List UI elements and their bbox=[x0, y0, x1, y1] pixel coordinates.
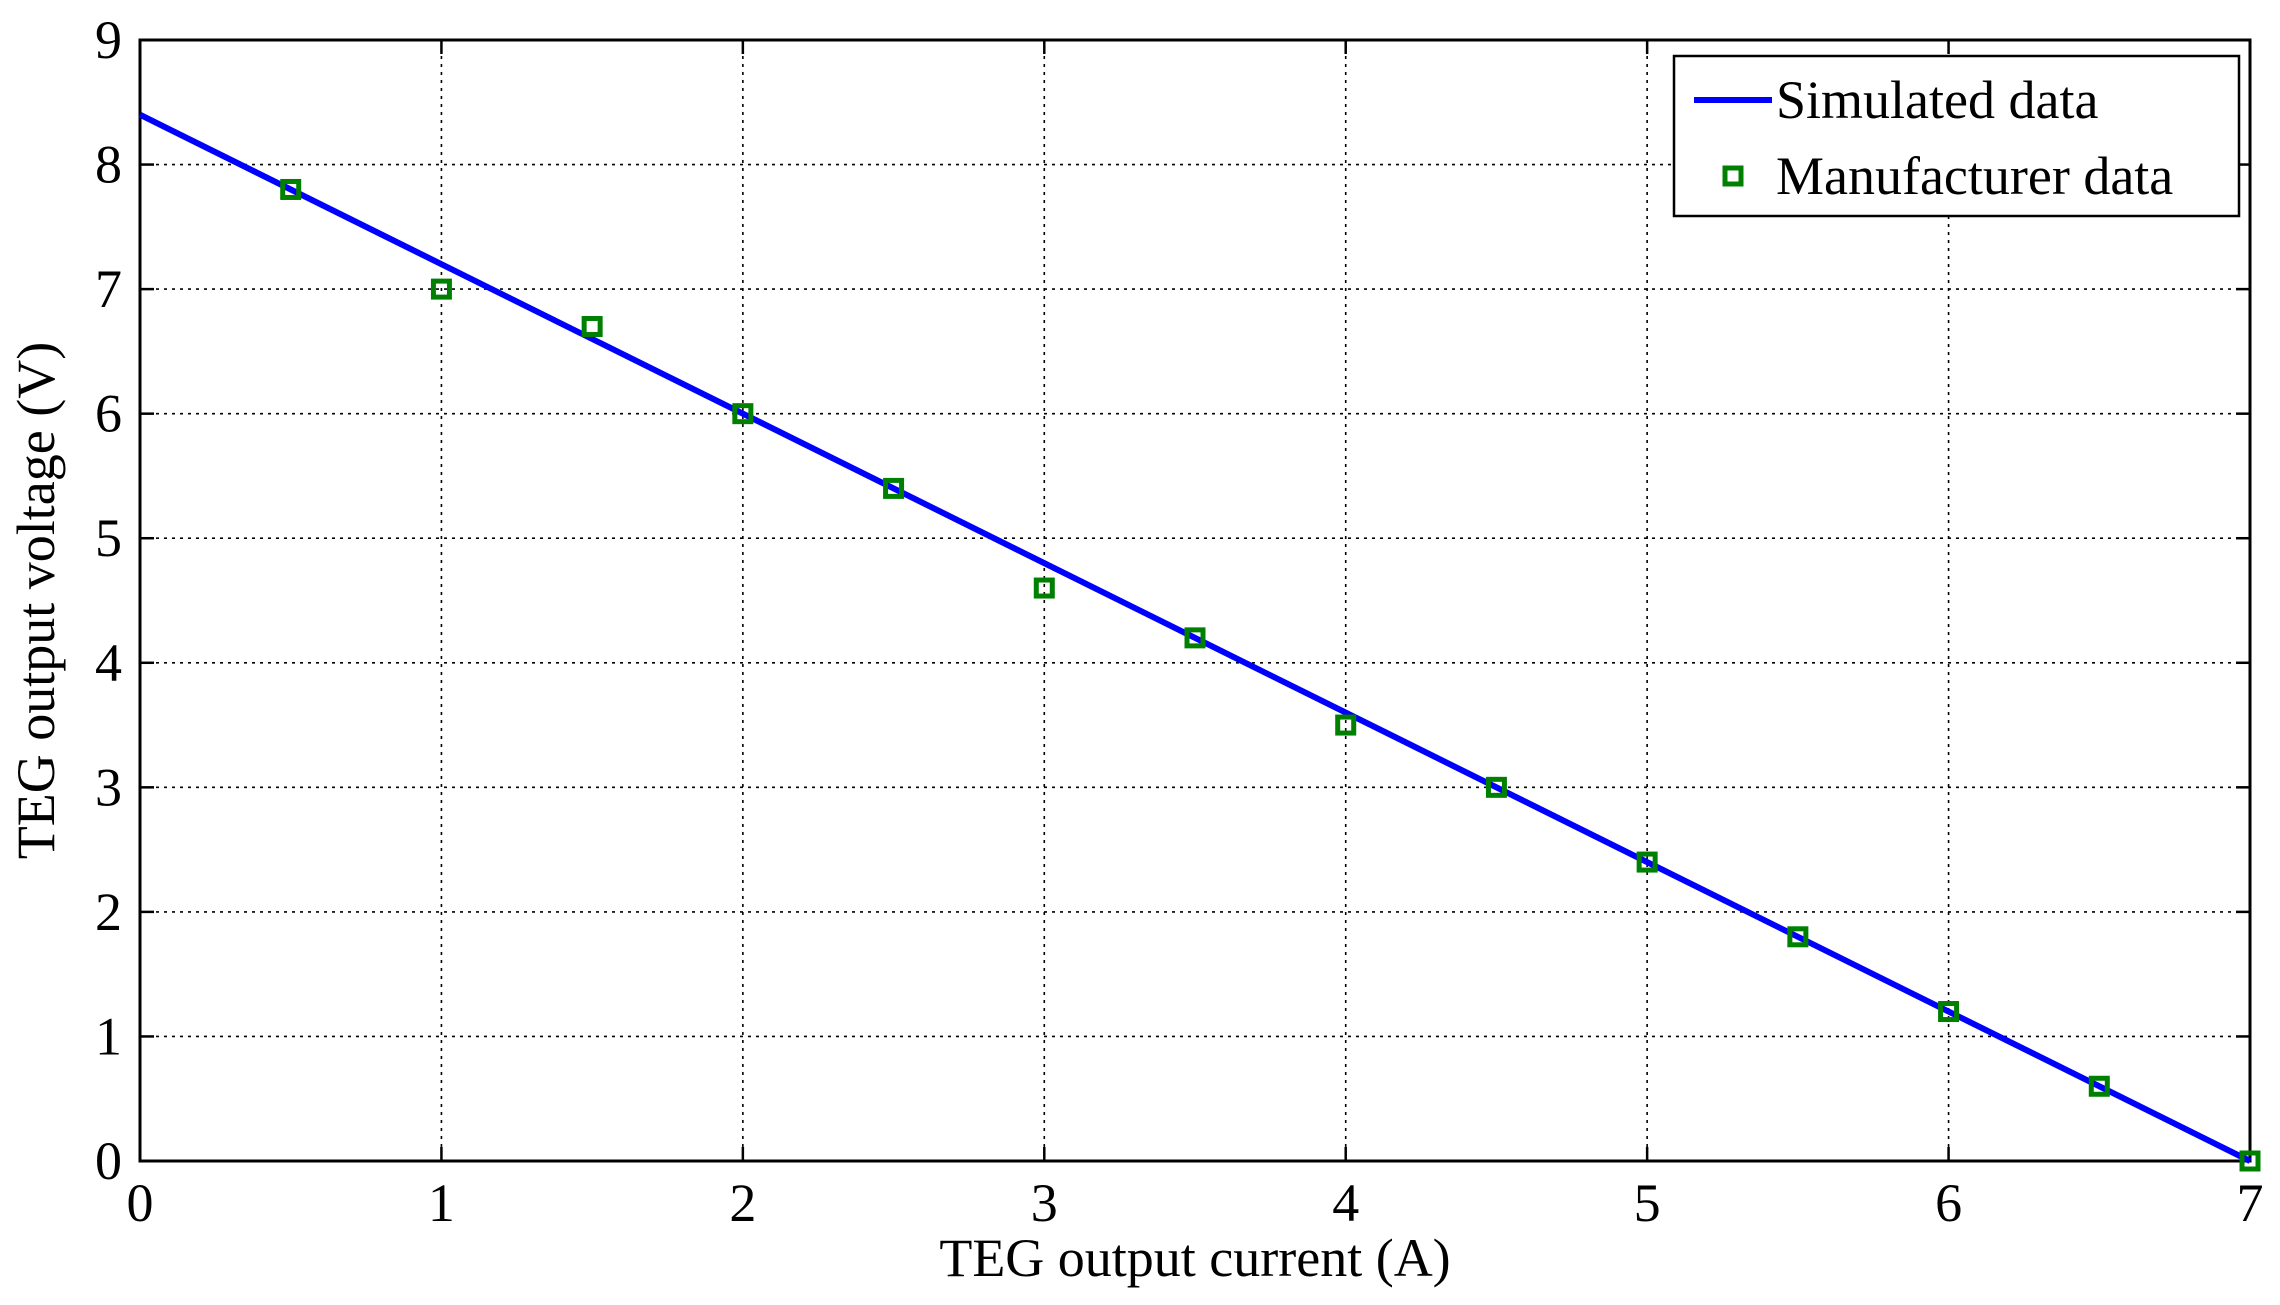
y-tick-label: 9 bbox=[95, 10, 122, 70]
manufacturer-data-point bbox=[280, 178, 302, 200]
x-tick-label: 7 bbox=[2237, 1173, 2264, 1233]
x-tick-label: 5 bbox=[1634, 1173, 1661, 1233]
y-tick-label: 8 bbox=[95, 135, 122, 195]
manufacturer-data-point bbox=[883, 477, 905, 499]
grid bbox=[140, 40, 2250, 1161]
manufacturer-data-point bbox=[1485, 776, 1507, 798]
x-tick-label: 2 bbox=[729, 1173, 756, 1233]
y-tick-label: 6 bbox=[95, 384, 122, 444]
x-tick-label: 3 bbox=[1031, 1173, 1058, 1233]
legend-marker-swatch bbox=[1722, 165, 1744, 187]
x-tick-label: 4 bbox=[1332, 1173, 1359, 1233]
manufacturer-data-point bbox=[1033, 577, 1055, 599]
manufacturer-data-point bbox=[1335, 714, 1357, 736]
manufacturer-data-point bbox=[1938, 1001, 1960, 1023]
manufacturer-data-point bbox=[732, 403, 754, 425]
y-tick-label: 0 bbox=[95, 1131, 122, 1191]
y-tick-label: 2 bbox=[95, 882, 122, 942]
plot-area bbox=[138, 38, 2252, 1163]
simulated-data-line bbox=[138, 112, 2252, 1164]
manufacturer-data-point bbox=[430, 278, 452, 300]
y-tick-label: 5 bbox=[95, 508, 122, 568]
manufacturer-data-point bbox=[1787, 926, 1809, 948]
legend-box bbox=[1672, 54, 2241, 218]
x-axis-label: TEG output current (A) bbox=[939, 1228, 1450, 1288]
legend: Simulated data Manufacturer data bbox=[1672, 54, 2241, 218]
y-tick-label: 3 bbox=[95, 757, 122, 817]
series-layer bbox=[138, 112, 2261, 1172]
manufacturer-data-point bbox=[1184, 627, 1206, 649]
manufacturer-data-point bbox=[2088, 1075, 2110, 1097]
y-tick-label: 7 bbox=[95, 259, 122, 319]
x-tick-label: 0 bbox=[127, 1173, 154, 1233]
x-tick-label: 1 bbox=[428, 1173, 455, 1233]
y-axis-label: TEG output voltage (V) bbox=[6, 342, 66, 859]
x-tick-label: 6 bbox=[1935, 1173, 1962, 1233]
manufacturer-data-point bbox=[1636, 851, 1658, 873]
legend-label: Manufacturer data bbox=[1776, 146, 2173, 206]
axis-ticks: 0 1 2 3 4 5 6 7 0 1 2 3 4 5 6 7 8 9 bbox=[95, 10, 2264, 1233]
y-tick-label: 1 bbox=[95, 1006, 122, 1066]
y-tick-label: 4 bbox=[95, 633, 122, 693]
manufacturer-data-point bbox=[581, 315, 603, 337]
manufacturer-data-point bbox=[2239, 1150, 2261, 1172]
legend-label: Simulated data bbox=[1776, 70, 2098, 130]
